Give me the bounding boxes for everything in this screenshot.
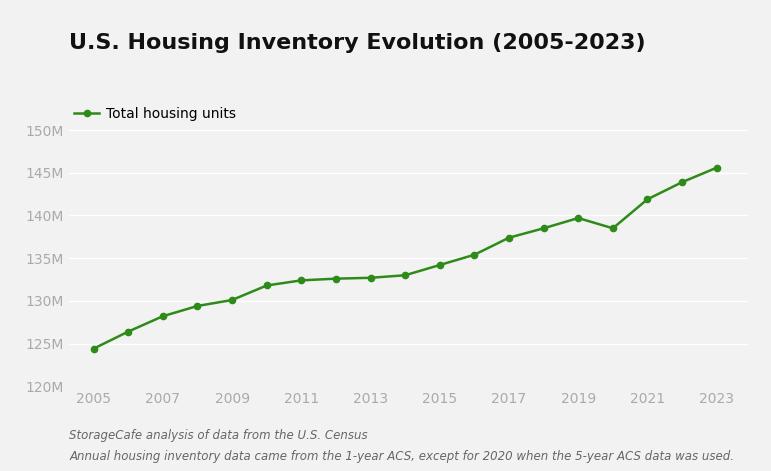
Text: Annual housing inventory data came from the 1-year ACS, except for 2020 when the: Annual housing inventory data came from …	[69, 450, 735, 463]
Legend: Total housing units: Total housing units	[69, 101, 241, 126]
Text: U.S. Housing Inventory Evolution (2005-2023): U.S. Housing Inventory Evolution (2005-2…	[69, 33, 646, 53]
Text: StorageCafe analysis of data from the U.S. Census: StorageCafe analysis of data from the U.…	[69, 429, 368, 442]
